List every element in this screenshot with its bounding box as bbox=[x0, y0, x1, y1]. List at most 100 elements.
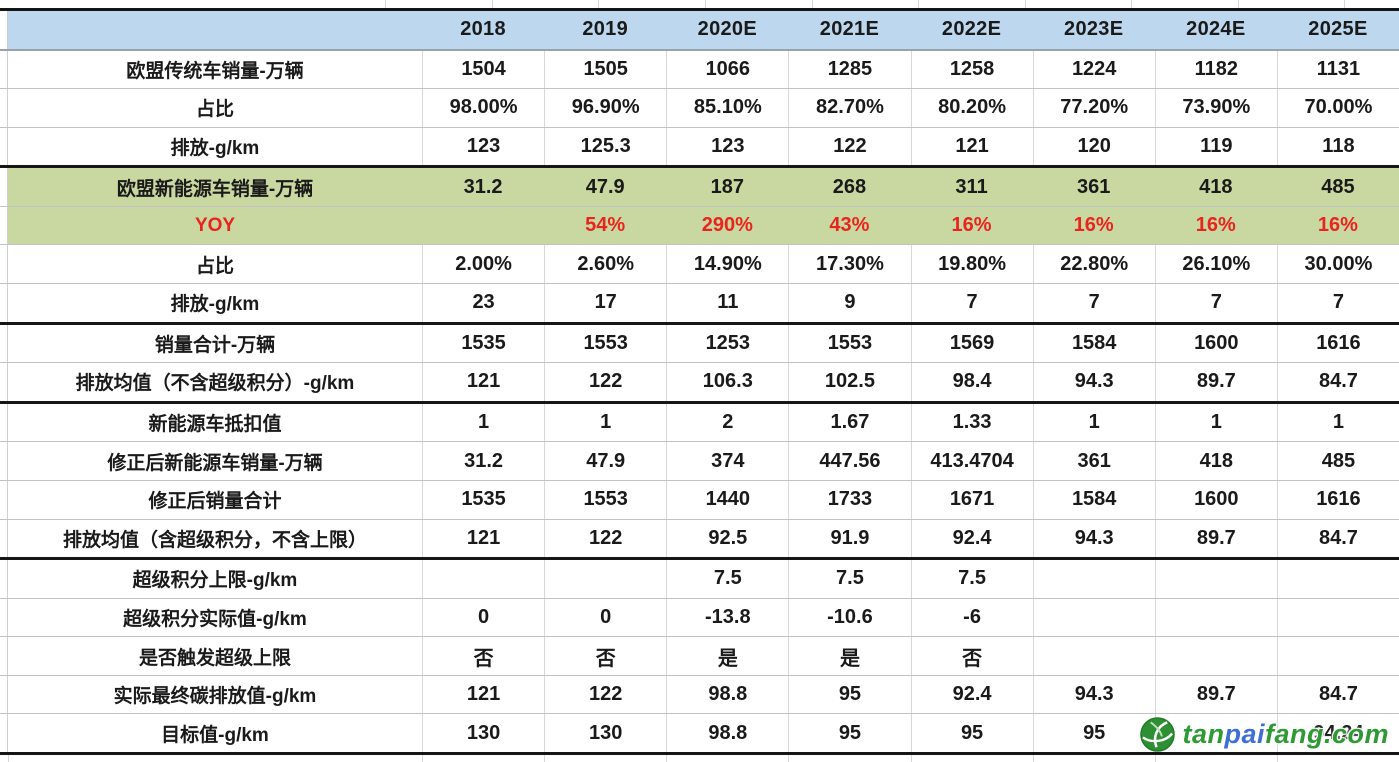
value-cell: 1224 bbox=[1032, 50, 1155, 89]
value-cell: 106.3 bbox=[666, 363, 788, 401]
value-cell: 7.5 bbox=[666, 560, 788, 598]
value-cell: 94.3 bbox=[1032, 519, 1155, 558]
value-cell: 1 bbox=[1032, 403, 1155, 442]
value-cell: 17.30% bbox=[788, 245, 910, 284]
value-cell: 361 bbox=[1077, 175, 1111, 198]
row-label: 超级积分上限-g/km bbox=[132, 570, 298, 592]
value-cell: 1553 bbox=[544, 480, 666, 519]
value-cell: 123 bbox=[666, 127, 788, 166]
year-header-cell: 2019 bbox=[544, 11, 667, 49]
value-cell: 19.80% bbox=[910, 245, 1033, 284]
table-row: 占比 98.00% 96.90% 85.10% 82.70% 80.20% 77.20% 73… bbox=[0, 89, 1399, 128]
value-cell: 98.00% bbox=[422, 89, 544, 127]
row-label: 排放-g/km bbox=[170, 294, 260, 316]
value-cell: 47.9 bbox=[585, 175, 625, 198]
row-label: 欧盟新能源车销量-万辆 bbox=[116, 178, 314, 200]
value-cell: 122 bbox=[544, 363, 666, 401]
value-cell: 7 bbox=[1276, 284, 1399, 322]
value-cell: 是 bbox=[788, 637, 910, 675]
edge-cell bbox=[0, 560, 8, 598]
value-cell: 94.24 bbox=[1276, 714, 1399, 752]
value-cell: 187 bbox=[710, 175, 744, 198]
value-cell: 1285 bbox=[788, 50, 910, 89]
row-label: 占比 bbox=[195, 255, 234, 277]
value-cell: 374 bbox=[666, 442, 788, 480]
row-label: 超级积分实际值-g/km bbox=[123, 608, 307, 630]
edge-cell bbox=[0, 714, 8, 752]
year-header-cell: 2021E bbox=[788, 11, 911, 49]
value-cell: 1066 bbox=[666, 50, 788, 89]
row-label: 占比 bbox=[195, 99, 234, 121]
value-cell: 1733 bbox=[788, 480, 910, 519]
value-cell: 118 bbox=[1276, 127, 1399, 166]
value-cell: 1616 bbox=[1276, 480, 1399, 519]
value-cell bbox=[544, 560, 666, 598]
value-cell: 119 bbox=[1154, 127, 1277, 166]
value-cell bbox=[1154, 560, 1277, 598]
value-cell: 30.00% bbox=[1276, 245, 1399, 284]
value-cell: 16% bbox=[1195, 214, 1236, 237]
table-row: 修正后销量合计 1535 1553 1440 1733 1671 1584 1600 1616 bbox=[0, 480, 1399, 520]
value-cell: 485 bbox=[1321, 175, 1355, 198]
value-cell: 2.60% bbox=[544, 245, 666, 284]
value-cell: 14.90% bbox=[666, 245, 788, 284]
edge-cell bbox=[0, 675, 8, 714]
value-cell: 418 bbox=[1154, 442, 1277, 480]
value-cell bbox=[1276, 598, 1399, 637]
value-cell: 1 bbox=[1154, 403, 1277, 442]
value-cell: 125.3 bbox=[544, 127, 666, 166]
edge-cell bbox=[0, 89, 8, 127]
value-cell: 1584 bbox=[1032, 480, 1155, 519]
table-row: 欧盟新能源车销量-万辆 31.2 47.9 187 268 311 361 418 485 bbox=[0, 168, 1399, 207]
value-cell: 121 bbox=[422, 519, 544, 558]
value-cell: 70.00% bbox=[1276, 89, 1399, 127]
value-cell bbox=[1032, 637, 1155, 675]
value-cell: 123 bbox=[422, 127, 544, 166]
value-cell: 91.9 bbox=[788, 519, 910, 558]
table-row: 实际最终碳排放值-g/km 121 122 98.8 95 92.4 94.3 89.7 84.… bbox=[0, 675, 1399, 715]
value-cell: 290% bbox=[701, 214, 753, 237]
value-cell: 23 bbox=[422, 284, 544, 322]
value-cell bbox=[1032, 560, 1155, 598]
value-cell bbox=[422, 207, 544, 245]
edge-cell bbox=[0, 168, 8, 206]
edge-cell bbox=[0, 637, 8, 675]
value-cell: 89.7 bbox=[1154, 519, 1277, 558]
value-cell: -10.6 bbox=[788, 598, 910, 637]
value-cell: 1671 bbox=[910, 480, 1033, 519]
value-cell: 89.7 bbox=[1154, 675, 1277, 714]
value-cell: 92.5 bbox=[666, 519, 788, 558]
year-header-cell: 2024E bbox=[1154, 11, 1277, 49]
value-cell: 95 bbox=[910, 714, 1033, 752]
value-cell: 84.7 bbox=[1276, 519, 1399, 558]
table-row: 修正后新能源车销量-万辆 31.2 47.9 374 447.56 413.4704 361… bbox=[0, 442, 1399, 481]
edge-cell bbox=[0, 245, 8, 284]
row-label: 修正后销量合计 bbox=[148, 491, 282, 513]
table-top-border bbox=[0, 8, 1399, 11]
year-header-cell: 2018 bbox=[422, 11, 545, 49]
table-row: 排放均值（含超级积分，不含上限） 121 122 92.5 91.9 92.4 94.3 89… bbox=[0, 519, 1399, 561]
value-cell bbox=[1276, 560, 1399, 598]
table-row: 新能源车抵扣值 1 1 2 1.67 1.33 1 1 1 bbox=[0, 403, 1399, 443]
value-cell: 361 bbox=[1032, 442, 1155, 480]
value-cell: 1.67 bbox=[788, 403, 910, 442]
row-label: 目标值-g/km bbox=[161, 724, 269, 746]
value-cell: 否 bbox=[544, 637, 666, 675]
value-cell: 447.56 bbox=[788, 442, 910, 480]
value-cell: 2 bbox=[666, 403, 788, 442]
value-cell: 1600 bbox=[1154, 480, 1277, 519]
value-cell: 是 bbox=[666, 637, 788, 675]
row-label: 排放均值（含超级积分，不含上限） bbox=[62, 529, 367, 551]
value-cell: -6 bbox=[910, 598, 1033, 637]
value-cell: 22.80% bbox=[1032, 245, 1155, 284]
value-cell: 9 bbox=[788, 284, 910, 322]
value-cell: -13.8 bbox=[666, 598, 788, 637]
value-cell: 31.2 bbox=[422, 442, 544, 480]
value-cell: 1504 bbox=[422, 50, 544, 89]
table-row: 是否触发超级上限否否是是否 bbox=[0, 637, 1399, 676]
table-row: 占比 2.00% 2.60% 14.90% 17.30% 19.80% 22.80% 26.1… bbox=[0, 245, 1399, 285]
value-cell: 84.7 bbox=[1276, 363, 1399, 401]
row-label: 欧盟传统车销量-万辆 bbox=[126, 60, 304, 82]
edge-cell bbox=[0, 598, 8, 637]
value-cell: 130 bbox=[422, 714, 544, 752]
